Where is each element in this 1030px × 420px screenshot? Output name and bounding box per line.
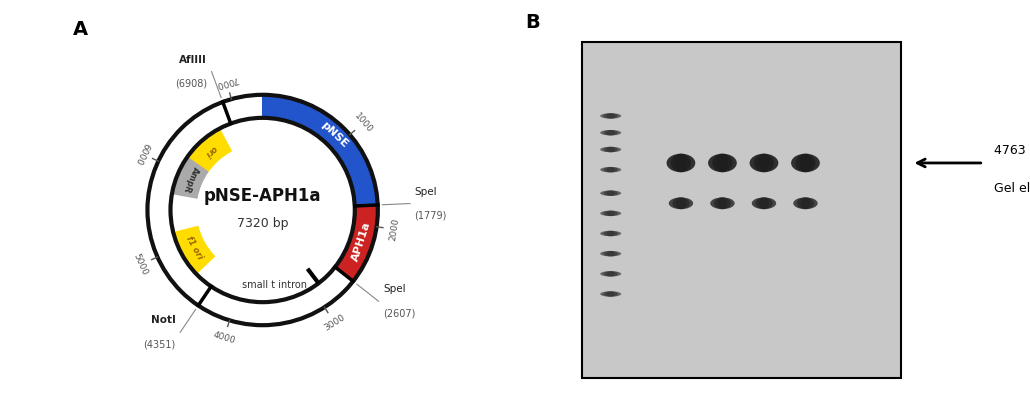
Text: AmpR: AmpR: [181, 165, 200, 194]
Ellipse shape: [795, 154, 816, 172]
Text: SpeI: SpeI: [414, 186, 437, 197]
Text: AflIII: AflIII: [179, 55, 207, 65]
Text: 7320 bp: 7320 bp: [237, 217, 288, 230]
Ellipse shape: [604, 130, 618, 135]
Ellipse shape: [797, 197, 814, 209]
Wedge shape: [263, 95, 378, 206]
Wedge shape: [175, 226, 214, 272]
Ellipse shape: [604, 167, 618, 172]
Ellipse shape: [607, 291, 615, 297]
Ellipse shape: [607, 167, 615, 172]
Ellipse shape: [755, 197, 772, 209]
Ellipse shape: [676, 154, 687, 172]
Ellipse shape: [607, 271, 615, 276]
Wedge shape: [188, 131, 232, 172]
Ellipse shape: [793, 197, 818, 209]
Text: (6908): (6908): [175, 79, 207, 89]
Ellipse shape: [673, 197, 689, 209]
Ellipse shape: [759, 197, 768, 209]
Text: 4000: 4000: [212, 331, 237, 346]
Text: (1779): (1779): [414, 210, 447, 220]
Text: pNSE: pNSE: [319, 120, 349, 150]
Ellipse shape: [666, 154, 695, 172]
Ellipse shape: [607, 130, 615, 135]
Text: B: B: [525, 13, 540, 32]
Text: (2607): (2607): [383, 308, 415, 318]
Text: 4763 bp: 4763 bp: [994, 144, 1030, 157]
Ellipse shape: [717, 154, 728, 172]
Text: f1 ori: f1 ori: [184, 235, 204, 261]
Ellipse shape: [750, 154, 779, 172]
Ellipse shape: [600, 113, 621, 118]
Ellipse shape: [752, 197, 777, 209]
Ellipse shape: [668, 197, 693, 209]
Wedge shape: [174, 159, 208, 198]
Text: 1000: 1000: [353, 111, 375, 134]
Ellipse shape: [600, 251, 621, 256]
Text: 6000: 6000: [133, 141, 150, 165]
Ellipse shape: [600, 190, 621, 196]
Ellipse shape: [604, 113, 618, 118]
Text: pNSE-APH1a: pNSE-APH1a: [204, 187, 321, 205]
Ellipse shape: [800, 197, 811, 209]
Ellipse shape: [676, 197, 686, 209]
Ellipse shape: [604, 291, 618, 297]
Ellipse shape: [600, 291, 621, 297]
Ellipse shape: [604, 231, 618, 236]
Ellipse shape: [604, 271, 618, 276]
Text: (4351): (4351): [143, 339, 176, 349]
Ellipse shape: [799, 154, 812, 172]
Ellipse shape: [600, 167, 621, 172]
Ellipse shape: [714, 197, 731, 209]
Ellipse shape: [758, 154, 769, 172]
Ellipse shape: [754, 154, 774, 172]
Wedge shape: [147, 95, 378, 325]
Text: A: A: [72, 20, 88, 39]
Ellipse shape: [600, 130, 621, 135]
Ellipse shape: [604, 251, 618, 256]
Ellipse shape: [791, 154, 820, 172]
Text: APH1a: APH1a: [350, 220, 373, 263]
Text: NotI: NotI: [150, 315, 176, 326]
Wedge shape: [335, 205, 378, 281]
Text: 3000: 3000: [322, 313, 346, 333]
Ellipse shape: [607, 147, 615, 152]
Ellipse shape: [604, 210, 618, 216]
Ellipse shape: [600, 147, 621, 152]
Ellipse shape: [607, 251, 615, 256]
Text: SpeI: SpeI: [383, 284, 406, 294]
Ellipse shape: [604, 147, 618, 152]
Text: 2000: 2000: [388, 218, 401, 241]
Ellipse shape: [607, 210, 615, 216]
Text: ori: ori: [203, 144, 218, 159]
Text: 7000: 7000: [214, 74, 239, 89]
Ellipse shape: [600, 231, 621, 236]
Ellipse shape: [713, 154, 732, 172]
Ellipse shape: [607, 190, 615, 196]
Ellipse shape: [708, 154, 736, 172]
FancyBboxPatch shape: [582, 42, 901, 378]
Ellipse shape: [600, 210, 621, 216]
Ellipse shape: [718, 197, 727, 209]
Text: 5000: 5000: [132, 252, 149, 277]
Text: small t intron: small t intron: [242, 280, 307, 290]
Ellipse shape: [607, 231, 615, 236]
Ellipse shape: [711, 197, 734, 209]
Ellipse shape: [604, 190, 618, 196]
Ellipse shape: [671, 154, 691, 172]
Text: Gel elution: Gel elution: [994, 182, 1030, 194]
Ellipse shape: [607, 113, 615, 118]
Ellipse shape: [600, 271, 621, 276]
